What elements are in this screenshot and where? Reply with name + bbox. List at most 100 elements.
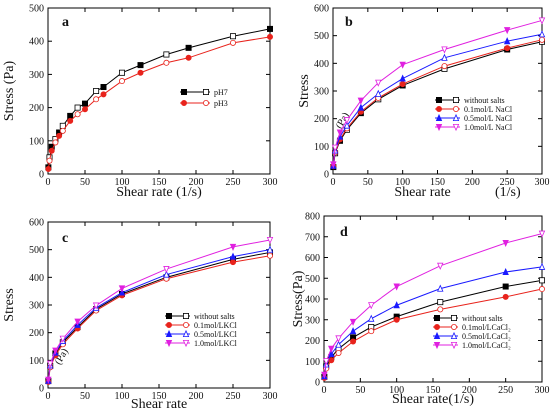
plot-frame: [47, 221, 271, 389]
series-line: [47, 239, 271, 380]
data-point: [538, 17, 546, 25]
y-tick-label: 200: [305, 336, 320, 347]
data-point: [321, 371, 328, 379]
legend-entry: 1.0mol/LCaCl₂: [462, 341, 511, 350]
data-point: [185, 44, 192, 51]
data-point: [368, 314, 375, 322]
series-line: [47, 255, 271, 382]
data-point: [503, 27, 511, 35]
data-point: [163, 59, 170, 66]
y-tick-label: 600: [314, 4, 329, 15]
y-tick-label: 400: [29, 273, 44, 284]
data-point: [322, 358, 330, 366]
x-axis-label: Shear rate: [394, 185, 450, 200]
series-line: [323, 266, 543, 377]
y-tick-label: 200: [29, 328, 44, 339]
data-point: [48, 147, 55, 154]
legend-marker-open: [450, 341, 458, 350]
x-tick-label: 250: [226, 177, 241, 188]
legend: without salts0.1mol/LKCl0.5mol/LKCl1.0mo…: [165, 312, 238, 348]
legend-marker-open: [450, 314, 457, 321]
data-point: [59, 127, 66, 134]
data-point: [185, 54, 192, 61]
data-point: [437, 284, 444, 292]
legend-marker-open: [452, 106, 459, 113]
data-point: [335, 340, 342, 348]
data-point: [52, 347, 59, 355]
data-point: [343, 117, 351, 125]
series-3: [321, 262, 546, 380]
data-point: [336, 129, 344, 137]
data-point: [229, 259, 236, 266]
data-point: [539, 36, 546, 43]
series-2: [45, 33, 273, 173]
series-line: [47, 28, 271, 168]
panel-d: 0 50 100 150 200 250 300 0 100 200 300 400 500 600 700…: [291, 212, 550, 408]
x-tick-label: 0: [322, 385, 327, 396]
data-point: [393, 283, 400, 291]
legend-marker-open: [202, 89, 209, 96]
series-1: [45, 25, 273, 171]
data-point: [502, 239, 509, 248]
data-point: [502, 267, 509, 276]
series-4: [321, 230, 546, 379]
x-tick-label: 150: [152, 177, 167, 188]
series-line: [332, 19, 543, 165]
y-tick-label: 100: [314, 142, 329, 153]
x-axis-label: Shear rate: [131, 397, 187, 412]
y-tick-label: 400: [305, 295, 320, 306]
x-tick-label: 200: [189, 391, 204, 402]
data-point: [343, 121, 351, 129]
data-point: [368, 302, 375, 310]
legend-entry: pH3: [214, 99, 228, 108]
x-tick-label: 300: [263, 177, 278, 188]
data-point: [266, 252, 273, 259]
panel-letter: a: [62, 15, 69, 30]
data-point: [350, 338, 357, 345]
series-4: [330, 17, 546, 169]
y-tick-label: 700: [305, 232, 320, 243]
series-line: [332, 33, 543, 166]
legend-marker-open: [182, 339, 190, 348]
x-tick-label: 300: [535, 177, 550, 188]
plot-frame: [47, 7, 271, 175]
x-tick-label: 150: [152, 391, 167, 402]
data-point: [539, 277, 546, 284]
series-line: [47, 36, 271, 170]
x-axis-label: Shear rate(1/s): [392, 392, 474, 407]
data-point: [441, 63, 448, 70]
panel-c: 0 50 100 150 200 250 300 0 100 200 300 400 500 600 She…: [2, 218, 278, 412]
legend-marker-filled: [433, 323, 440, 330]
legend-entry: 0.1mol/LCaCl₂: [462, 323, 511, 332]
data-point: [502, 283, 509, 290]
data-point: [357, 103, 365, 111]
legend-marker-open: [452, 97, 459, 104]
panel-letter: b: [345, 15, 353, 30]
x-tick-label: 100: [395, 177, 410, 188]
series-1: [330, 38, 546, 171]
data-point: [503, 37, 511, 45]
data-point: [330, 161, 337, 169]
y-tick-label: 500: [305, 274, 320, 285]
data-point: [375, 89, 382, 97]
legend-marker-filled: [435, 106, 442, 113]
y-axis-label: Stress (Pa): [2, 61, 17, 122]
data-point: [46, 157, 53, 164]
legend-marker-open: [182, 329, 190, 338]
data-point: [357, 97, 365, 105]
data-point: [93, 88, 100, 95]
y-axis-label: Stress: [297, 74, 312, 107]
data-point: [74, 111, 81, 118]
data-point: [441, 46, 448, 54]
panel-a: 0 50 100 150 200 250 300 0 100 200 300 400 500 Shear …: [2, 4, 278, 201]
legend-entry: pH7: [214, 88, 228, 97]
legend: without salts0.1mol/LCaCl₂0.5mol/LCaCl₂1…: [433, 314, 511, 350]
data-point: [375, 79, 382, 87]
legend-entry: without salts: [194, 312, 235, 321]
y-tick-label: 0: [39, 170, 44, 181]
y-tick-label: 300: [305, 315, 320, 326]
series-3: [330, 30, 546, 169]
